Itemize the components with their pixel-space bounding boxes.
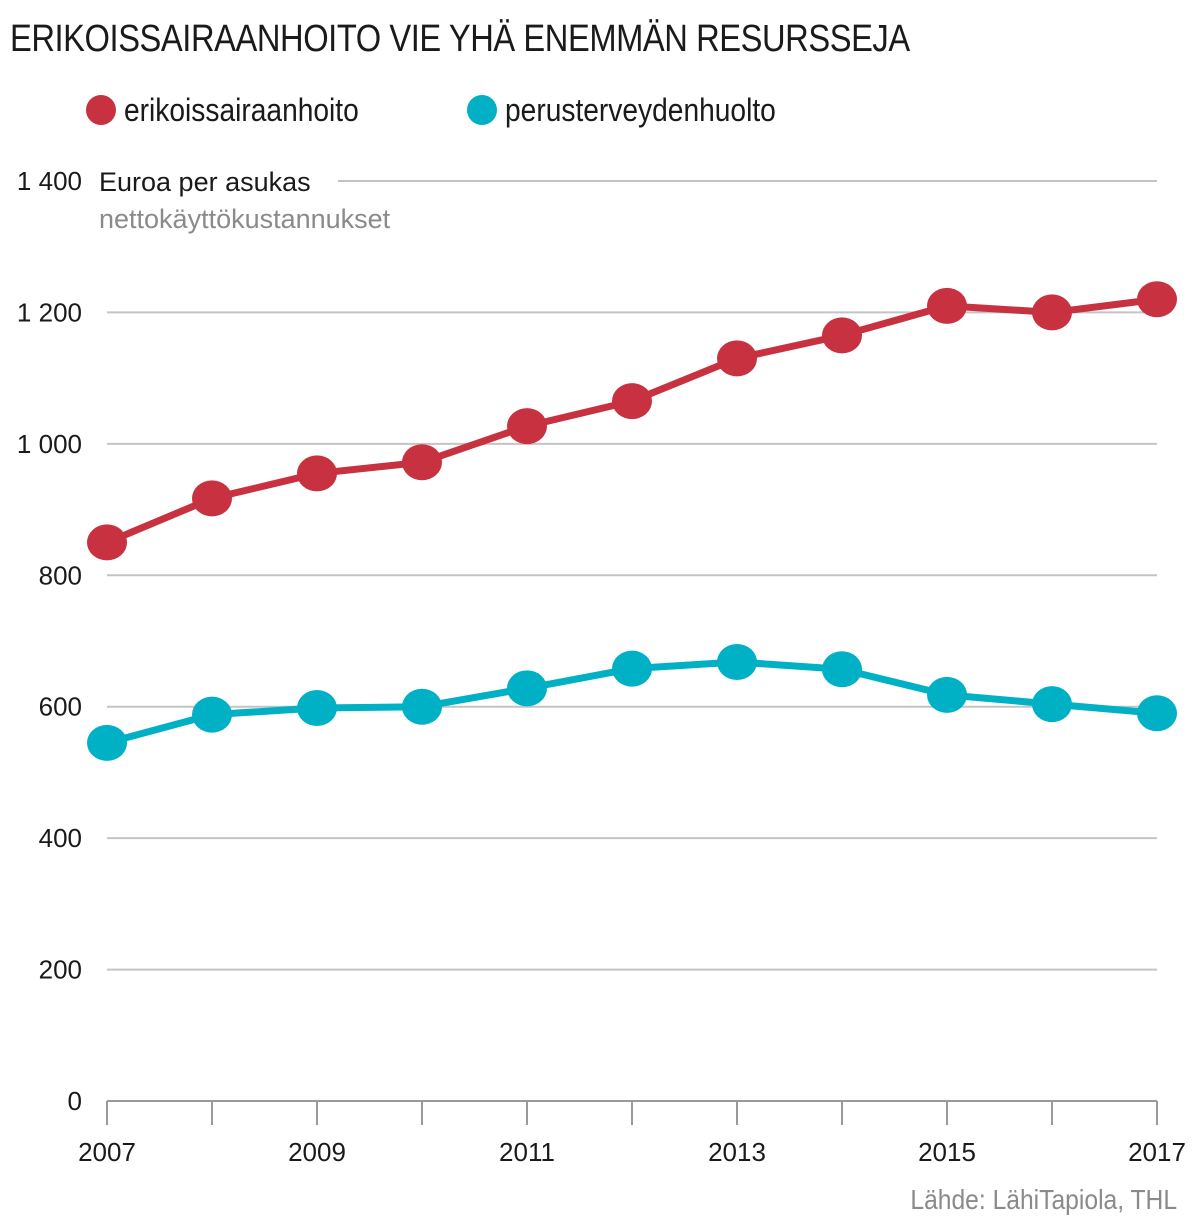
data-point (927, 287, 967, 324)
source-note: Lähde: LähiTapiola, THL (910, 1184, 1177, 1215)
legend-item-perusterveydenhuolto: perusterveydenhuolto (467, 88, 813, 132)
y-axis-label: Euroa per asukas (99, 167, 311, 197)
data-point (612, 650, 652, 687)
series-line (105, 295, 1158, 546)
data-point (507, 670, 547, 707)
data-point (1137, 695, 1177, 732)
x-tick-label: 2013 (708, 1137, 766, 1167)
y-tick-label: 200 (39, 955, 82, 985)
x-tick-label: 2009 (288, 1137, 346, 1167)
y-tick-label: 400 (39, 823, 82, 853)
series-group (87, 281, 1177, 761)
data-point (927, 676, 967, 713)
data-point (612, 383, 652, 420)
data-point (1137, 281, 1177, 318)
x-tick-label: 2017 (1128, 1137, 1186, 1167)
legend-marker-icon (86, 95, 116, 125)
legend-item-erikoissairaanhoito: erikoissairaanhoito (86, 88, 391, 132)
data-point (192, 696, 232, 733)
data-point (87, 724, 127, 761)
data-point (297, 690, 337, 727)
data-point (717, 340, 757, 377)
y-tick-label: 1 000 (17, 429, 82, 459)
x-tick-label: 2015 (918, 1137, 976, 1167)
y-tick-label: 1 400 (17, 166, 82, 196)
data-point (402, 444, 442, 481)
y-tick-label: 800 (39, 560, 82, 590)
legend-label: erikoissairaanhoito (124, 91, 359, 128)
data-point (822, 651, 862, 688)
y-tick-label: 1 200 (17, 297, 82, 327)
data-point (507, 408, 547, 445)
data-point (402, 688, 442, 725)
x-tick-label: 2007 (78, 1137, 136, 1167)
data-point (87, 524, 127, 561)
data-point (717, 644, 757, 681)
y-tick-label: 0 (68, 1086, 82, 1116)
y-axis-sublabel: nettokäyttökustannukset (99, 204, 391, 234)
y-axis-ticks: 0 200 400 600 800 1 000 1 200 1 400 (17, 166, 82, 1116)
chart-title: ERIKOISSAIRAANHOITO VIE YHÄ ENEMMÄN RESU… (10, 18, 910, 60)
data-point (192, 480, 232, 517)
legend-marker-icon (467, 95, 497, 125)
data-point (1032, 294, 1072, 331)
x-tick-label: 2011 (499, 1137, 555, 1167)
legend: erikoissairaanhoito perusterveydenhuolto (0, 88, 1199, 132)
y-tick-label: 600 (39, 692, 82, 722)
legend-label: perusterveydenhuolto (505, 91, 776, 128)
gridlines (107, 180, 1157, 971)
series-perusterveydenhuolto (87, 644, 1177, 761)
data-point (1032, 686, 1072, 723)
series-erikoissairaanhoito (87, 281, 1177, 561)
x-axis: 2007 2009 2011 2013 2015 2017 (78, 1100, 1186, 1167)
data-point (822, 317, 862, 354)
data-point (297, 455, 337, 492)
